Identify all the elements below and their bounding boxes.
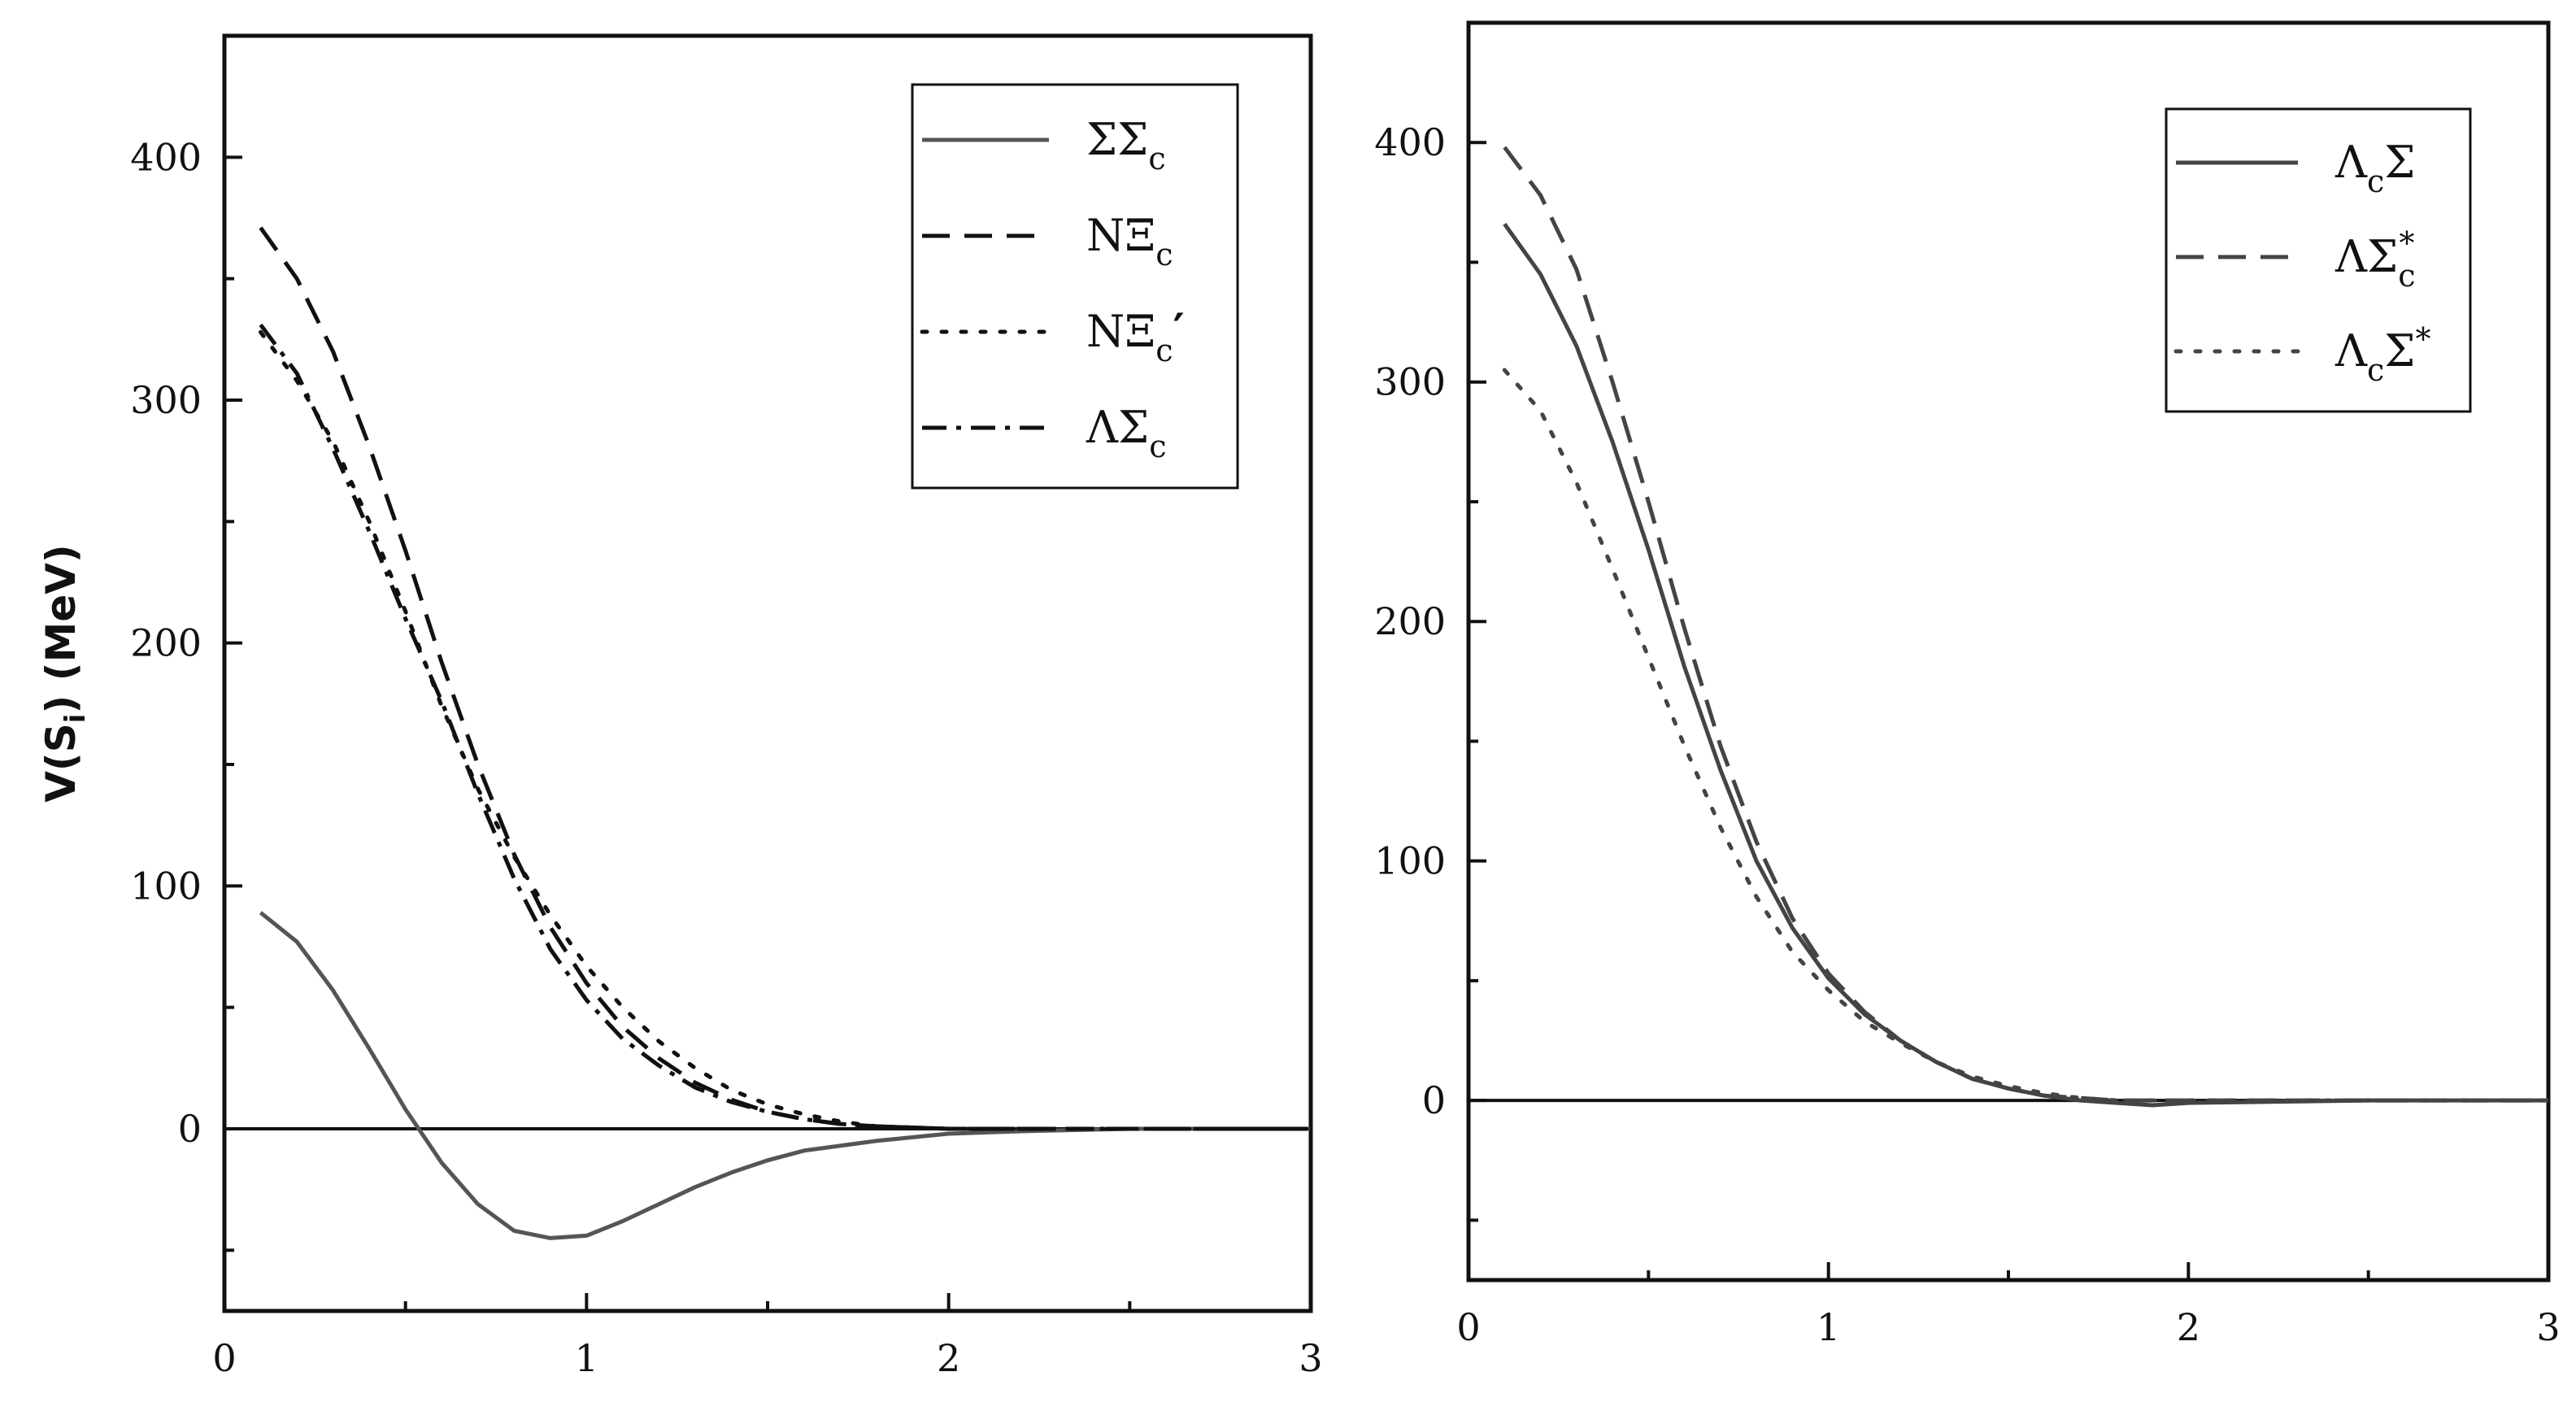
x-tick-label: 3 xyxy=(1299,1336,1322,1380)
series-line-3 xyxy=(259,323,1311,1131)
x-tick-label: 0 xyxy=(1456,1305,1480,1349)
legend-label-0: ΛcΣ xyxy=(2334,137,2415,199)
y-tick-label: 300 xyxy=(130,378,202,422)
legend-label-2: NΞc′ xyxy=(1086,303,1185,368)
x-tick-label: 0 xyxy=(212,1336,236,1380)
x-tick-label: 1 xyxy=(1817,1305,1840,1349)
y-tick-label: 400 xyxy=(1374,120,1446,164)
series-line-2 xyxy=(1502,368,2551,1103)
series-line-1 xyxy=(1503,146,2548,1103)
y-tick-label: 0 xyxy=(178,1107,202,1151)
legend-box xyxy=(2165,107,2472,413)
series-line-1 xyxy=(259,226,1311,1131)
series-line-0 xyxy=(1503,222,2548,1108)
x-tick-label: 3 xyxy=(2536,1305,2560,1349)
y-tick-label: 100 xyxy=(1374,839,1446,883)
legend-label-3: ΛΣc xyxy=(1086,402,1166,464)
legend-label-0: ΣΣc xyxy=(1086,114,1166,176)
left-panel: 0 1 2 3 0 100 200 300 400 V(Si) (MeV) ΣΣc NΞc NΞc′ ΛΣ… xyxy=(37,33,1323,1380)
y-tick-label: 400 xyxy=(130,135,202,179)
y-tick-label: 300 xyxy=(1374,360,1446,404)
legend: ΣΣc NΞc NΞc′ ΛΣc xyxy=(911,83,1239,490)
legend-label-1: NΞc xyxy=(1086,210,1173,272)
y-axis-label: V(Si) (MeV) xyxy=(37,544,92,803)
x-tick-label: 2 xyxy=(937,1336,960,1380)
y-tick-label: 200 xyxy=(1374,599,1446,643)
series-line-0 xyxy=(259,911,1311,1240)
y-tick-label: 100 xyxy=(130,864,202,908)
legend-box xyxy=(911,83,1239,490)
right-panel: 0 1 2 3 0 100 200 300 400 ΛcΣ ΛΣc* ΛcΣ* xyxy=(1374,20,2561,1349)
x-tick-label: 1 xyxy=(575,1336,598,1380)
legend-label-1: ΛΣc* xyxy=(2334,225,2415,294)
legend: ΛcΣ ΛΣc* ΛcΣ* xyxy=(2165,107,2472,413)
y-tick-label: 0 xyxy=(1422,1078,1446,1122)
legend-label-2: ΛcΣ* xyxy=(2334,321,2430,388)
x-tick-label: 2 xyxy=(2177,1305,2200,1349)
y-tick-label: 200 xyxy=(130,621,202,665)
